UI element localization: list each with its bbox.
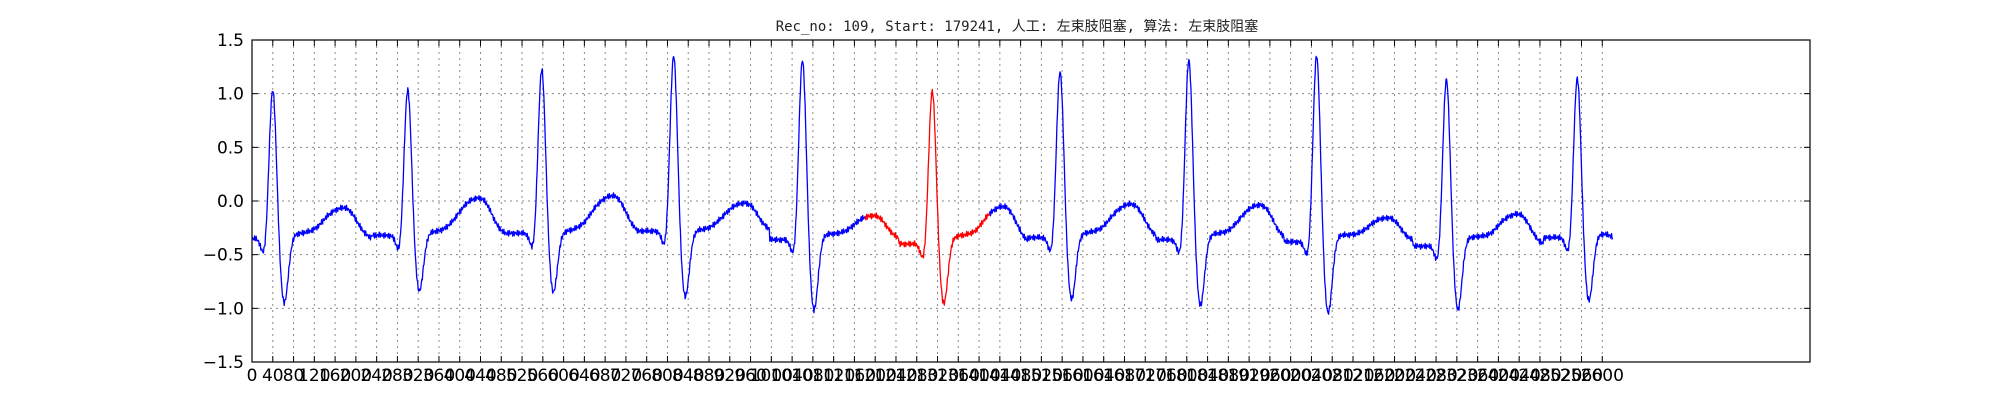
ecg-series-normal — [251, 55, 866, 314]
x-tick-label: 1680 — [1103, 366, 1146, 386]
x-tick-label: 1520 — [1020, 366, 1063, 386]
x-tick-label: 1120 — [812, 366, 855, 386]
x-tick-label: 840 — [672, 366, 704, 386]
x-tick-label: 680 — [589, 366, 621, 386]
x-tick-label: 2560 — [1560, 366, 1603, 386]
x-tick-label: 2120 — [1331, 366, 1374, 386]
x-tick-label: 2440 — [1498, 366, 1541, 386]
x-tick-label: 560 — [527, 366, 559, 386]
x-tick-label: 1400 — [957, 366, 1000, 386]
x-tick-label: 1760 — [1144, 366, 1187, 386]
x-axis-ticks: 0 40 8012016020024028032036040044048052056… — [247, 40, 1624, 386]
x-tick-label: 1280 — [895, 366, 938, 386]
x-tick-label: 160 — [319, 366, 351, 386]
x-tick-label: 480 — [485, 366, 517, 386]
ecg-series-highlight — [864, 88, 991, 306]
x-tick-label: 2040 — [1290, 366, 1333, 386]
x-tick-label: 1320 — [916, 366, 959, 386]
x-tick-label: 2400 — [1477, 366, 1520, 386]
x-tick-label: 1920 — [1227, 366, 1270, 386]
y-tick-label: 0.0 — [217, 192, 244, 212]
x-tick-label: 440 — [464, 366, 496, 386]
x-tick-label: 240 — [360, 366, 392, 386]
x-tick-label: 40 — [262, 366, 284, 386]
x-tick-label: 2520 — [1539, 366, 1582, 386]
x-tick-label: 2280 — [1414, 366, 1457, 386]
x-tick-label: 1160 — [833, 366, 876, 386]
x-tick-label: 2080 — [1311, 366, 1354, 386]
y-tick-label: 1.0 — [217, 85, 244, 105]
ecg-signal — [251, 55, 1614, 315]
x-tick-label: 2320 — [1435, 366, 1478, 386]
x-tick-label: 0 — [247, 366, 258, 386]
x-tick-label: 120 — [298, 366, 330, 386]
x-tick-label: 1800 — [1165, 366, 1208, 386]
x-tick-label: 400 — [444, 366, 476, 386]
x-tick-label: 80 — [283, 366, 305, 386]
x-tick-label: 880 — [693, 366, 725, 386]
y-tick-label: 1.5 — [217, 31, 244, 51]
x-tick-label: 1200 — [854, 366, 897, 386]
x-tick-label: 640 — [568, 366, 600, 386]
x-tick-label: 1840 — [1186, 366, 1229, 386]
x-tick-label: 2240 — [1394, 366, 1437, 386]
x-tick-label: 1480 — [999, 366, 1042, 386]
x-tick-label: 200 — [340, 366, 372, 386]
x-tick-label: 520 — [506, 366, 538, 386]
ecg-series-normal — [988, 55, 1614, 315]
x-tick-label: 1640 — [1082, 366, 1125, 386]
x-tick-label: 1600 — [1061, 366, 1104, 386]
chart-title: Rec_no: 109, Start: 179241, 人工: 左束肢阻塞, 算… — [776, 18, 1259, 35]
x-tick-label: 1040 — [770, 366, 813, 386]
x-tick-label: 1560 — [1041, 366, 1084, 386]
x-tick-label: 1080 — [791, 366, 834, 386]
x-tick-label: 760 — [630, 366, 662, 386]
x-tick-label: 720 — [610, 366, 642, 386]
x-tick-label: 2000 — [1269, 366, 1312, 386]
x-tick-label: 1000 — [750, 366, 793, 386]
y-tick-label: −1.0 — [203, 299, 244, 319]
x-tick-label: 960 — [734, 366, 766, 386]
x-tick-label: 2480 — [1518, 366, 1561, 386]
x-tick-label: 1880 — [1207, 366, 1250, 386]
x-tick-label: 920 — [714, 366, 746, 386]
x-tick-label: 800 — [651, 366, 683, 386]
x-tick-label: 1720 — [1124, 366, 1167, 386]
x-tick-label: 2160 — [1352, 366, 1395, 386]
y-tick-label: −1.5 — [203, 353, 244, 373]
plot-frame — [251, 39, 1811, 363]
x-tick-label: 360 — [423, 366, 455, 386]
x-tick-label: 600 — [547, 366, 579, 386]
x-tick-label: 1960 — [1248, 366, 1291, 386]
y-tick-label: 0.5 — [217, 138, 244, 158]
x-tick-label: 2600 — [1581, 366, 1624, 386]
x-tick-label: 1440 — [978, 366, 1021, 386]
x-tick-label: 1240 — [874, 366, 917, 386]
x-tick-label: 1360 — [937, 366, 980, 386]
x-tick-label: 280 — [381, 366, 413, 386]
y-tick-label: −0.5 — [203, 246, 244, 266]
x-tick-label: 320 — [402, 366, 434, 386]
x-tick-label: 2200 — [1373, 366, 1416, 386]
y-axis-ticks: 1.5 1.0 0.5 0.0 −0.5 −1.0 −1.5 — [203, 31, 1810, 373]
x-tick-label: 2360 — [1456, 366, 1499, 386]
